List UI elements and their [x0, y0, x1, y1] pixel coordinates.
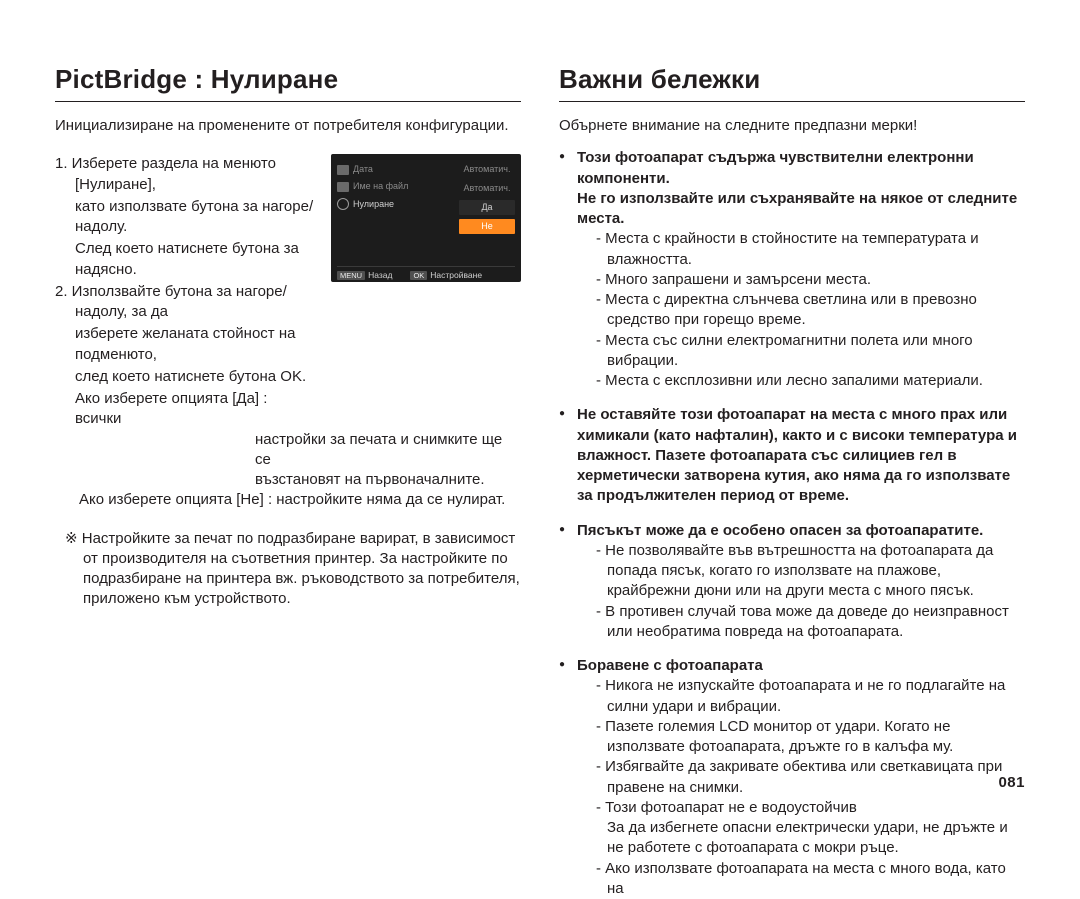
- b3-d2: - В противен случай това може да доведе …: [577, 602, 1025, 643]
- b4-d4a: - Този фотоапарат не е водоустойчив: [577, 798, 1025, 818]
- panel-right-auto1: Автоматич.: [459, 162, 515, 177]
- b1-d3: - Места с директна слънчева светлина или…: [577, 290, 1025, 331]
- panel-reset-label: Нулиране: [353, 199, 394, 210]
- bullet-2-lead: Не оставяйте този фотоапарат на места с …: [577, 406, 1017, 504]
- panel-file-label: Име на файл: [353, 181, 408, 192]
- step-1c: След което натиснете бутона за надясно.: [55, 239, 317, 280]
- file-icon: [337, 182, 349, 192]
- bullet-1: Този фотоапарат съдържа чувствителни еле…: [559, 148, 1025, 391]
- footnote-1: ※ Настройките за печат по подразбиране в…: [55, 529, 521, 549]
- panel-menu: Дата Име на файл Нулиране: [337, 160, 455, 266]
- panel-option-yes: Да: [459, 200, 515, 215]
- left-intro: Инициализиране на променените от потреби…: [55, 116, 521, 136]
- step-2b: изберете желаната стойност на подменюто,: [55, 324, 317, 365]
- footnote: ※ Настройките за печат по подразбиране в…: [55, 529, 521, 610]
- right-intro: Обърнете внимание на следните предпазни …: [559, 116, 1025, 136]
- panel-back-label: Назад: [368, 270, 392, 280]
- panel-footer-back: MENUНазад: [337, 270, 392, 280]
- choice-no: Ако изберете опцията [Не] : настройките …: [55, 490, 521, 510]
- choice-yes-a: Ако изберете опцията [Да] : всички: [55, 389, 317, 430]
- step-row: 1. Изберете раздела на менюто [Нулиране]…: [55, 154, 521, 431]
- title-rule: [55, 101, 521, 102]
- footnote-4: приложено към устройството.: [55, 589, 521, 609]
- step-1a: 1. Изберете раздела на менюто [Нулиране]…: [55, 154, 317, 195]
- page-number: 081: [998, 773, 1025, 793]
- b4-d2: - Пазете големия LCD монитор от удари. К…: [577, 717, 1025, 758]
- step-1b: като използвате бутона за нагоре/надолу.: [55, 197, 317, 238]
- panel-right-auto2: Автоматич.: [459, 181, 515, 196]
- steps-block: 1. Изберете раздела на менюто [Нулиране]…: [55, 154, 317, 431]
- panel-ok-label: Настройване: [430, 270, 482, 280]
- bullet-1-lead1: Този фотоапарат съдържа чувствителни еле…: [577, 149, 974, 186]
- menu-key-icon: MENU: [337, 271, 365, 280]
- bullet-4: Боравене с фотоапарата - Никога не изпус…: [559, 656, 1025, 899]
- b4-d1: - Никога не изпускайте фотоапарата и не …: [577, 676, 1025, 717]
- bullet-2: Не оставяйте този фотоапарат на места с …: [559, 405, 1025, 506]
- panel-date-label: Дата: [353, 164, 373, 175]
- choice-block: настройки за печата и снимките ще се въз…: [55, 430, 521, 511]
- b1-d2: - Много запрашени и замърсени места.: [577, 270, 1025, 290]
- footnote-2: от производителя на съответния принтер. …: [55, 549, 521, 569]
- panel-row-reset: Нулиране: [337, 198, 455, 210]
- panel-body: Дата Име на файл Нулиране Автоматич.: [337, 160, 515, 266]
- right-title: Важни бележки: [559, 62, 1025, 97]
- left-title: PictBridge : Нулиране: [55, 62, 521, 97]
- step-2a: 2. Използвайте бутона за нагоре/надолу, …: [55, 282, 317, 323]
- b1-d4: - Места със силни електромагнитни полета…: [577, 331, 1025, 372]
- bullet-3-lead: Пясъкът може да е особено опасен за фото…: [577, 522, 983, 539]
- panel-row-filename: Име на файл: [337, 181, 455, 192]
- b3-d1: - Не позволявайте във вътрешността на фо…: [577, 541, 1025, 602]
- footnote-3: подразбиране на принтера вж. ръководство…: [55, 569, 521, 589]
- b1-d1: - Места с крайности в стойностите на тем…: [577, 229, 1025, 270]
- panel-row-date: Дата: [337, 164, 455, 175]
- bullet-1-lead2: Не го използвайте или съхранявайте на ня…: [577, 190, 1017, 227]
- bullet-4-lead: Боравене с фотоапарата: [577, 657, 763, 674]
- panel-footer-ok: OKНастройване: [410, 270, 482, 280]
- calendar-icon: [337, 165, 349, 175]
- manual-page: PictBridge : Нулиране Инициализиране на …: [0, 0, 1080, 815]
- b4-d3: - Избягвайте да закривате обектива или с…: [577, 757, 1025, 798]
- b4-d5: - Ако използвате фотоапарата на места с …: [577, 859, 1025, 899]
- b1-d5: - Места с експлозивни или лесно запалими…: [577, 371, 1025, 391]
- panel-footer: MENUНазад OKНастройване: [337, 266, 515, 280]
- title-rule-right: [559, 101, 1025, 102]
- panel-option-no: Не: [459, 219, 515, 234]
- left-column: PictBridge : Нулиране Инициализиране на …: [55, 62, 521, 815]
- bullet-list: Този фотоапарат съдържа чувствителни еле…: [559, 148, 1025, 899]
- b4-d4b: За да избегнете опасни електрически удар…: [577, 818, 1025, 859]
- choice-yes-c: възстановят на първоначалните.: [55, 470, 521, 490]
- ok-key-icon: OK: [410, 271, 427, 280]
- bullet-3: Пясъкът може да е особено опасен за фото…: [559, 521, 1025, 643]
- reset-icon: [337, 198, 349, 210]
- panel-options: Автоматич. Автоматич. Да Не: [459, 160, 515, 266]
- choice-yes-b: настройки за печата и снимките ще се: [55, 430, 521, 471]
- camera-lcd-panel: Дата Име на файл Нулиране Автоматич.: [331, 154, 521, 282]
- right-column: Важни бележки Обърнете внимание на следн…: [559, 62, 1025, 815]
- step-2c: след което натиснете бутона OK.: [55, 367, 317, 387]
